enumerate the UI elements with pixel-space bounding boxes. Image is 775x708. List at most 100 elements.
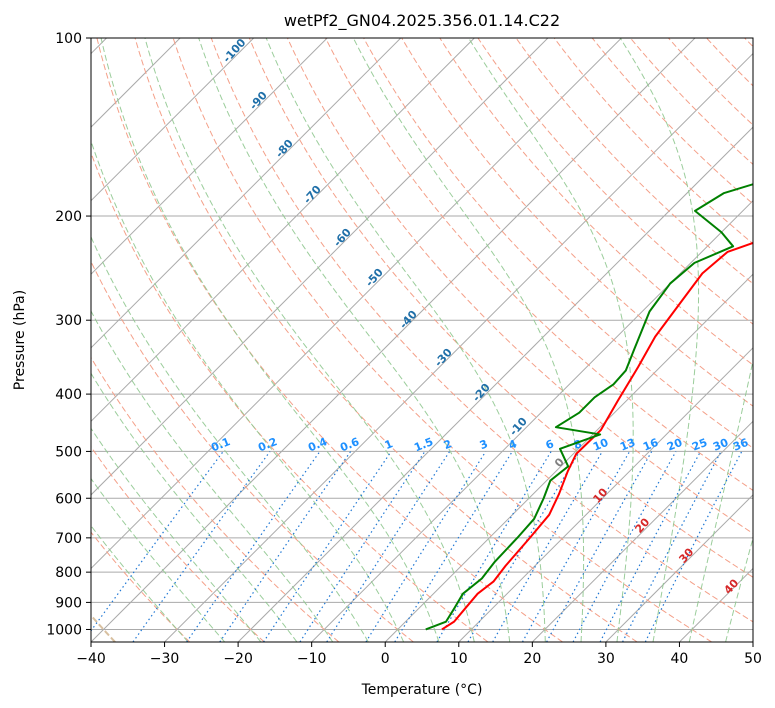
mixing-ratio-label: 13 — [618, 436, 637, 454]
dry-adiabat-line — [401, 38, 753, 407]
moist-adiabat-line — [725, 536, 753, 642]
dry-adiabat-line — [553, 38, 753, 245]
plot-area: -100-90-80-70-60-50-40-30-20-10010203040… — [91, 36, 753, 642]
moist-adiabat-line — [198, 38, 511, 642]
y-tick-label: 800 — [55, 565, 82, 581]
isotherm-grid — [91, 38, 753, 642]
moist-adiabat-line — [352, 38, 585, 642]
mixing-ratio-line — [394, 451, 513, 642]
mixing-ratio-line — [263, 451, 392, 642]
y-tick-label: 400 — [55, 387, 82, 403]
dry-adiabats — [91, 38, 753, 642]
mixing-ratio-line — [365, 451, 487, 642]
x-tick-label: −10 — [297, 651, 327, 667]
dry-adiabat-line — [91, 260, 414, 642]
dry-adiabat-line — [96, 38, 563, 642]
isotherm-line — [605, 494, 753, 642]
mixing-ratio-line — [186, 451, 321, 642]
dry-adiabat-label: -80 — [273, 137, 296, 161]
moist-adiabat-line — [100, 38, 440, 642]
mixing-ratio-label: 8 — [572, 437, 584, 452]
isotherm-line — [752, 641, 753, 642]
isotherm-line — [91, 38, 328, 275]
mixing-ratio-line — [572, 451, 677, 642]
mixing-ratio-label: 20 — [665, 436, 684, 454]
y-tick-label: 100 — [55, 31, 82, 47]
mixing-ratio-line — [546, 451, 653, 642]
moist-adiabat-line — [91, 427, 262, 642]
dry-adiabat-line — [325, 38, 753, 491]
mixing-ratio-line — [299, 451, 426, 642]
mixing-ratio-label: 4 — [507, 437, 519, 452]
mixing-ratio-label: 1 — [383, 437, 395, 452]
moist-adiabat-line — [619, 38, 700, 642]
mixing-ratio-line — [326, 451, 451, 642]
temperature-profile-line — [441, 241, 753, 631]
dry-adiabat-line — [706, 38, 753, 87]
y-tick-label: 900 — [55, 595, 82, 611]
x-tick-label: 30 — [597, 651, 615, 667]
isobar-grid — [91, 38, 753, 630]
dry-adiabat-label: -20 — [470, 381, 493, 405]
moist-adiabat-line — [91, 139, 405, 642]
moist-adiabat-label: 10 — [590, 485, 610, 505]
x-tick-label: −20 — [223, 651, 253, 667]
x-tick-label: 0 — [381, 651, 390, 667]
isotherm-line — [679, 567, 753, 642]
chart-title: wetPf2_GN04.2025.356.01.14.C22 — [284, 11, 560, 31]
dry-adiabat-label: -100 — [220, 36, 248, 65]
mixing-ratio-line — [644, 451, 743, 642]
moist-adiabat-label: 20 — [632, 515, 652, 535]
isotherm-line — [384, 273, 753, 642]
dry-adiabat-label: -90 — [247, 89, 270, 113]
dry-adiabat-label: -10 — [507, 415, 530, 439]
x-tick-label: −40 — [76, 651, 106, 667]
mixing-ratio-line — [521, 451, 631, 642]
moist-adiabat-line — [265, 38, 546, 642]
isotherm-line — [91, 38, 255, 202]
x-axis-label: Temperature (°C) — [361, 682, 483, 698]
moist-adiabat-line — [91, 524, 189, 642]
sounding-profiles — [425, 183, 753, 631]
isotherm-line — [91, 38, 402, 349]
isotherm-line — [91, 38, 549, 496]
y-axis-ticks: 100 200 300 400 500 600 700 800 900 1000 — [46, 31, 91, 638]
x-tick-label: 20 — [523, 651, 541, 667]
y-tick-label: 600 — [55, 491, 82, 507]
isotherm-line — [91, 38, 622, 570]
isotherm-line — [237, 126, 753, 642]
y-tick-label: 300 — [55, 313, 82, 329]
moist-adiabat-label: 30 — [676, 545, 696, 565]
mixing-ratio-label: 36 — [731, 436, 750, 454]
dry-adiabat-line — [248, 38, 753, 578]
isotherm-line — [91, 38, 475, 423]
isotherm-line — [458, 347, 753, 642]
x-tick-label: 10 — [450, 651, 468, 667]
mixing-ratio-label: 2 — [442, 437, 454, 452]
mixing-ratio-line — [467, 451, 581, 642]
mixing-ratio-label: 16 — [641, 436, 660, 454]
moist-adiabat-line — [688, 358, 753, 642]
mixing-ratio-label: 25 — [690, 436, 709, 454]
x-tick-label: 50 — [744, 651, 762, 667]
moist-adiabat-line — [144, 38, 475, 642]
dry-adiabat-label: -30 — [432, 346, 455, 370]
dewpoint-profile-line — [425, 183, 753, 631]
dry-adiabat-line — [439, 38, 753, 366]
mixing-ratio-lines — [91, 451, 743, 642]
moist-adiabat-line — [91, 477, 226, 642]
plot-frame — [90, 37, 754, 643]
mixing-ratio-line — [132, 451, 271, 642]
isotherm-line — [164, 52, 753, 642]
isotherm-line — [91, 38, 696, 642]
mixing-ratio-label: 6 — [544, 437, 556, 452]
y-tick-label: 1000 — [46, 622, 82, 638]
dry-adiabat-label: -50 — [363, 266, 386, 290]
moist-adiabat-line — [91, 235, 369, 642]
mixing-ratio-line — [91, 451, 224, 632]
x-axis-ticks: −40 −30 −20 −10 0 10 20 30 40 50 — [76, 642, 762, 667]
y-tick-label: 200 — [55, 209, 82, 225]
y-tick-label: 700 — [55, 531, 82, 547]
mixing-ratio-line — [219, 451, 352, 642]
